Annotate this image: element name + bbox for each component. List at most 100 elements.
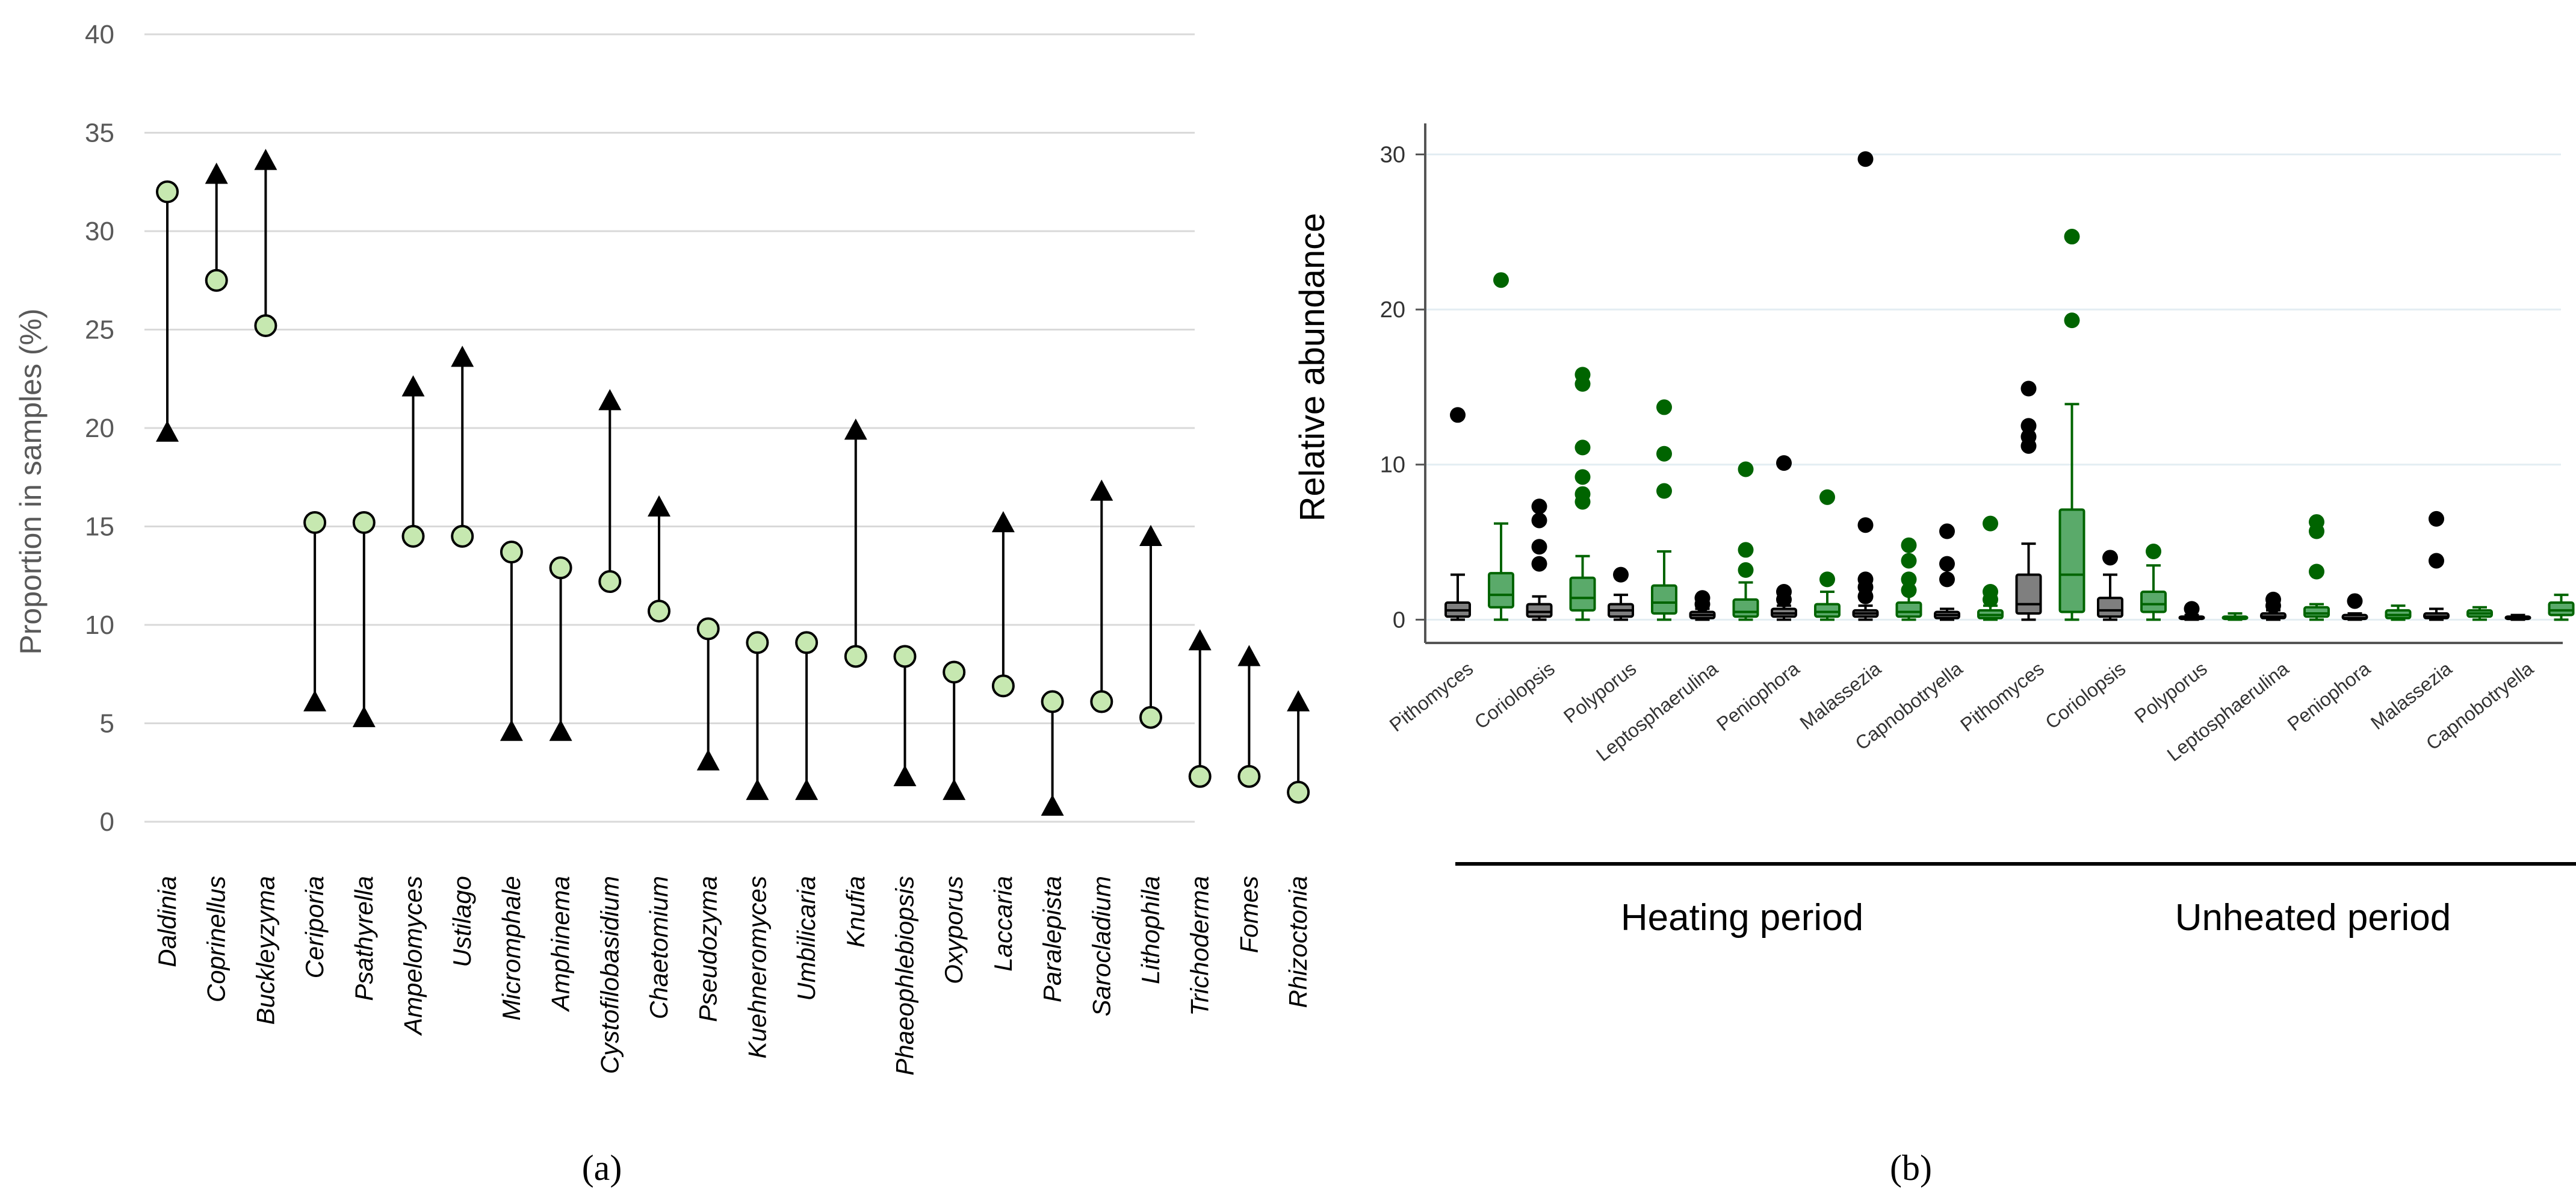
panel-a-y-tick-label: 30 [85, 217, 114, 246]
box-outlier [1450, 407, 1466, 423]
panel-a-category-label: Micromphale [497, 876, 525, 1020]
panel-b-gridlines [1426, 154, 2561, 621]
triangle-marker [1188, 629, 1212, 651]
box-outlier [1901, 582, 1917, 598]
circle-marker [549, 556, 572, 580]
panel-a-category-label: Trichoderma [1186, 876, 1214, 1016]
triangle-marker [549, 719, 572, 741]
panel-a-category-label: Amphinema [546, 876, 575, 1013]
panel-a-y-tick-label: 40 [85, 20, 114, 49]
panel-a-y-tick-label: 10 [85, 610, 114, 640]
panel-b-y-tick-label: 30 [1380, 143, 1405, 168]
box-iqr [2058, 508, 2085, 613]
panel-a-category-label: Ampelomyces [399, 876, 427, 1037]
circle-marker [205, 268, 228, 292]
box-outlier [1493, 272, 1509, 288]
circle-marker [1287, 780, 1310, 804]
box-outlier [1531, 498, 1547, 515]
box-outlier [2429, 553, 2444, 569]
panel-a-category-label: Oxyporus [940, 876, 968, 984]
circle-marker [943, 660, 966, 684]
circle-marker [352, 510, 376, 534]
panel-b-boxes [1444, 151, 2575, 621]
box-outlier [1531, 512, 1547, 529]
triangle-marker [696, 749, 720, 771]
circle-marker [451, 524, 474, 548]
circle-marker [254, 314, 277, 337]
box-outlier [1857, 517, 1874, 533]
triangle-marker [1139, 524, 1162, 546]
panel-b-y-ticks: 0 10 20 30 [1380, 143, 1425, 633]
panel-a-y-tick-label: 35 [85, 119, 114, 148]
circle-marker [795, 631, 819, 654]
triangle-marker [893, 765, 917, 786]
box-iqr [1895, 601, 1922, 618]
circle-marker [1188, 765, 1212, 788]
circle-marker [696, 617, 720, 641]
box-iqr [1488, 572, 1514, 609]
box-outlier [2102, 550, 2118, 566]
group-label: Heating period [1621, 897, 1863, 939]
triangle-marker [254, 149, 277, 170]
box-outlier [2184, 601, 2200, 617]
panel-a-category-label: Laccaria [989, 876, 1017, 972]
panel-a-y-tick-label: 20 [85, 414, 114, 443]
box-iqr [1732, 598, 1759, 618]
box-outlier [1939, 571, 1955, 588]
box-outlier [2309, 563, 2324, 580]
panel-b-y-tick-label: 10 [1380, 453, 1405, 478]
triangle-marker [844, 418, 867, 440]
panel-b-category-label: Coriolopsis [1470, 657, 1559, 733]
panel-b-group-labels: Heating period Unheated period [1455, 862, 2576, 939]
box-outlier [2020, 418, 2037, 434]
panel-b-y-tick-label: 20 [1380, 297, 1405, 323]
box-outlier [1738, 542, 1754, 558]
panel-a-category-label: Daldinia [153, 876, 181, 967]
panel-a-category-label: Pseudozyma [694, 876, 722, 1022]
panel-a-category-labels: Daldinia Coprinellus Buckleyzyma Ceriporia P… [153, 876, 1312, 1076]
circle-marker [648, 600, 670, 623]
box-outlier [1656, 445, 1672, 462]
circle-marker [1090, 690, 1113, 713]
box-outlier [1939, 556, 1955, 572]
circle-marker [991, 674, 1015, 698]
panel-b-y-axis-label: Relative abundance [1293, 213, 1332, 522]
triangle-marker [598, 389, 622, 411]
box-outlier [2429, 510, 2444, 527]
box-outlier [1939, 523, 1955, 539]
circle-marker [401, 524, 425, 548]
box-outlier [1819, 571, 1835, 588]
circle-marker [303, 510, 327, 534]
panel-a-category-label: Sarocladium [1087, 876, 1115, 1016]
box-outlier [2020, 438, 2037, 454]
panel-a-y-tick-label: 15 [85, 512, 114, 542]
triangle-marker [205, 163, 228, 184]
box-outlier [1857, 151, 1874, 167]
panel-a-y-tick-label: 5 [100, 709, 114, 739]
box-outlier [2146, 544, 2161, 560]
box-outlier [2265, 598, 2281, 614]
panel-b-category-label: Coriolopsis [2041, 657, 2129, 733]
panel-b-category-label: Polyporus [1559, 657, 1640, 727]
box-outlier [1738, 562, 1754, 578]
triangle-marker [500, 719, 523, 741]
box-outlier [1901, 537, 1917, 553]
panel-b-category-label: Peniophora [1712, 657, 1803, 735]
triangle-marker [991, 510, 1015, 533]
panel-a-marks [156, 149, 1310, 816]
box-iqr [2140, 590, 2167, 613]
panel-b-label: (b) [1890, 1148, 1932, 1188]
panel-a-category-label: Paralepista [1038, 876, 1067, 1002]
box-outlier [1857, 588, 1874, 604]
box-outlier [1574, 494, 1591, 510]
circle-marker [156, 180, 179, 203]
panel-a-category-label: Ustilago [448, 876, 476, 967]
panel-a-category-label: Cystofilobasidium [595, 876, 624, 1074]
triangle-marker [156, 420, 179, 442]
triangle-marker [1237, 645, 1261, 666]
circle-marker [598, 570, 622, 594]
panel-a-category-label: Rhizoctonia [1284, 876, 1312, 1008]
circle-marker [893, 645, 917, 668]
